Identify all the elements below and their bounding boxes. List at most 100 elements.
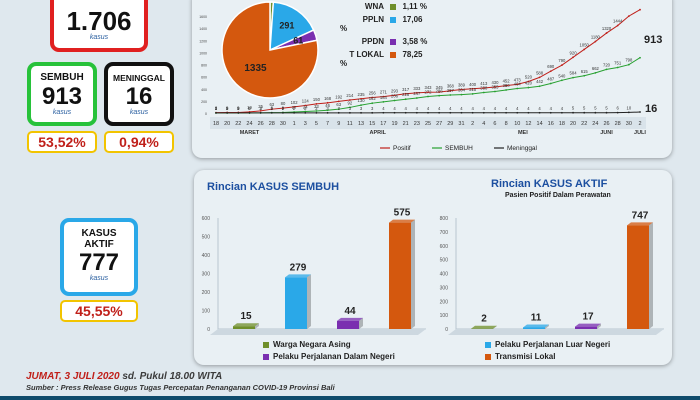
- line-point-label: 63: [269, 102, 274, 107]
- line-point-label: 184: [380, 95, 388, 100]
- line-point-label: 345: [436, 85, 444, 90]
- line-xtick-label: 26: [603, 121, 609, 127]
- line-point: [583, 74, 586, 77]
- line-xtick-label: 19: [391, 121, 397, 127]
- line-point: [360, 104, 362, 107]
- line-xtick-label: 7: [326, 121, 329, 127]
- bar-warga-negara-asing: [233, 326, 255, 329]
- line-xtick-label: 31: [458, 121, 464, 127]
- line-point: [594, 72, 597, 74]
- line-point: [471, 111, 474, 114]
- report-date: JUMAT, 3 JULI 2020 sd. Pukul 18.00 WITA: [26, 371, 222, 382]
- line-xtick-label: 20: [224, 121, 230, 127]
- line-point-label: 487: [547, 77, 555, 82]
- bar-value-label: 279: [290, 262, 307, 273]
- pie-legend-wna-swatch: [390, 3, 397, 10]
- line-point-label: 63: [336, 102, 341, 107]
- line-point-label: 6: [271, 106, 274, 111]
- line-point: [605, 32, 608, 34]
- line-point-label: 3: [259, 106, 262, 111]
- line-point-label: 3: [338, 106, 341, 111]
- line-point: [337, 111, 340, 114]
- line-point-label: 271: [380, 90, 388, 95]
- line-point: [594, 40, 597, 43]
- line-point-label: 588: [536, 70, 544, 75]
- line-point-label: 4: [538, 106, 541, 111]
- bar-pelaku-perjalanan-luar-negeri: [285, 277, 307, 329]
- line-point-label: 9: [237, 105, 240, 110]
- line-month-label: JULI: [634, 130, 646, 136]
- line-point: [304, 104, 307, 107]
- bar-ytick-label: 400: [440, 272, 449, 278]
- line-point-label: 9: [282, 105, 285, 110]
- line-xaxis-band: [210, 117, 646, 129]
- meninggal-label: MENINGGAL: [113, 73, 165, 83]
- line-point: [226, 111, 229, 114]
- pie-legend-wna-pct: 1,11 %: [402, 2, 427, 11]
- line-point-label: 124: [302, 98, 310, 103]
- line-point: [572, 76, 574, 79]
- line-point-label: 4: [382, 106, 385, 111]
- line-point: [471, 93, 474, 95]
- line-point: [449, 111, 452, 114]
- line-point: [304, 111, 307, 114]
- line-point: [605, 68, 608, 71]
- bar-pelaku-perjalanan-luar-negeri: [523, 327, 545, 329]
- line-xtick-label: 22: [581, 121, 587, 127]
- line-point: [315, 110, 318, 112]
- pie-legend-ppdn-label: PPDN: [361, 37, 384, 46]
- bar-ytick-label: 0: [207, 327, 210, 333]
- line-point-label: 0: [248, 106, 251, 111]
- line-legend-label: Meninggal: [507, 145, 538, 152]
- line-point: [427, 91, 429, 94]
- line-ytick-label: 1400: [199, 27, 207, 31]
- bar-pelaku-perjalanan-dalam-negeri: [575, 326, 597, 329]
- bar-legend-tlokal-swatch: [485, 353, 491, 360]
- line-point: [471, 87, 474, 90]
- sembuh-value: 913: [41, 83, 83, 110]
- line-point-label: 297: [447, 88, 455, 93]
- line-point: [282, 111, 284, 114]
- bar-legend-ppdn: Pelaku Perjalanan Dalam Negeri: [263, 352, 395, 361]
- bar-transmisi-lokal: [627, 225, 649, 329]
- bar-ytick-label: 800: [440, 216, 449, 222]
- line-point-label: 368: [447, 84, 455, 89]
- bar-transmisi-lokal-top: [627, 222, 653, 226]
- aktif-bar-title: Rincian KASUS AKTIF: [491, 178, 608, 190]
- bar-ytick-label: 100: [440, 313, 449, 319]
- bar-pelaku-perjalanan-dalam-negeri-top: [337, 317, 363, 321]
- line-point: [393, 94, 396, 97]
- pie-legend-tlokal-pct: 78,25 %: [340, 50, 423, 68]
- line-point-label: 1180: [591, 35, 601, 40]
- pie-legend-ppdn-swatch: [390, 38, 397, 45]
- line-point: [348, 111, 351, 114]
- line-point-label: 92: [348, 100, 353, 105]
- line-point-label: 4: [505, 106, 508, 111]
- line-point: [282, 107, 284, 110]
- line-point-label: 2: [271, 106, 274, 111]
- pie-slice-t-lokal: [221, 1, 319, 99]
- line-xtick-label: 2: [471, 121, 474, 127]
- line-point: [538, 85, 541, 88]
- bar-value-label: 2: [481, 314, 487, 325]
- line-point-label: 46: [325, 103, 330, 108]
- line-point: [616, 66, 619, 69]
- sembuh-bar-chart: 0 100 200 300 400 500 600 15 279 44 575: [202, 208, 426, 335]
- line-point: [371, 102, 374, 105]
- line-point-label: 413: [480, 81, 488, 86]
- line-point-label: 293: [391, 88, 399, 93]
- line-point-label: 3: [360, 106, 363, 111]
- line-point-label: 473: [514, 77, 522, 82]
- line-point-label: 0: [237, 106, 240, 111]
- line-point-label: 452: [503, 79, 511, 84]
- aktif-bar-chart: 0 100 200 300 400 500 600 700 800 2 11 17 747: [440, 210, 664, 335]
- line-point-label: 19: [247, 105, 252, 110]
- line-end-sembuh: 913: [644, 34, 662, 46]
- line-point: [505, 84, 508, 87]
- line-point-label: 4: [516, 106, 519, 111]
- line-point: [449, 94, 452, 96]
- line-point-label: 3: [349, 106, 352, 111]
- line-point: [371, 96, 374, 99]
- line-point-label: 751: [614, 61, 622, 66]
- line-point-label: 102: [291, 100, 299, 105]
